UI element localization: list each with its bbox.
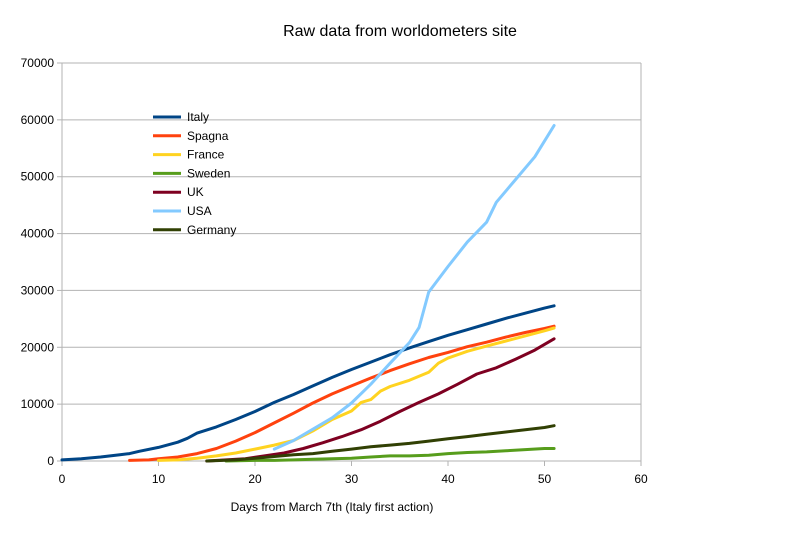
series-line-spagna: [128, 324, 556, 462]
y-tick-label: 60000: [21, 113, 55, 127]
legend-label: Italy: [187, 110, 209, 124]
x-tick-label: 30: [345, 472, 359, 486]
x-tick-label: 20: [248, 472, 262, 486]
series-line-france: [157, 326, 556, 462]
gridlines: [62, 62, 641, 462]
x-tick-label: 40: [441, 472, 455, 486]
legend-label: France: [187, 148, 225, 162]
series-lines: [60, 124, 556, 463]
legend: Italy Spagna France Sweden UK USA Germany: [153, 110, 236, 237]
legend-label: UK: [187, 185, 204, 199]
y-tick-label: 20000: [21, 340, 55, 354]
x-tick-label: 60: [634, 472, 648, 486]
legend-label: Spagna: [187, 129, 229, 143]
series-line-germany: [205, 424, 556, 463]
y-tick-label: 40000: [21, 227, 55, 241]
series-line-italy: [60, 304, 556, 462]
y-tick-label: 30000: [21, 283, 55, 297]
y-tick-label: 10000: [21, 397, 55, 411]
y-tick-label: 50000: [21, 170, 55, 184]
x-tick-label: 0: [59, 472, 66, 486]
legend-label: USA: [187, 204, 212, 218]
series-line-usa: [272, 124, 556, 451]
tick-labels: 0 10000 20000 30000 40000 50000 60000 70000 0 10 2…: [21, 56, 648, 486]
series-line-sweden: [224, 447, 556, 463]
y-tick-label: 0: [47, 454, 54, 468]
x-axis-title: Days from March 7th (Italy first action): [231, 500, 434, 514]
y-tick-label: 70000: [21, 56, 55, 70]
x-tick-label: 50: [538, 472, 552, 486]
chart-title: Raw data from worldometers site: [283, 23, 517, 40]
legend-label: Germany: [187, 223, 236, 237]
legend-label: Sweden: [187, 166, 230, 180]
x-tick-label: 10: [152, 472, 166, 486]
